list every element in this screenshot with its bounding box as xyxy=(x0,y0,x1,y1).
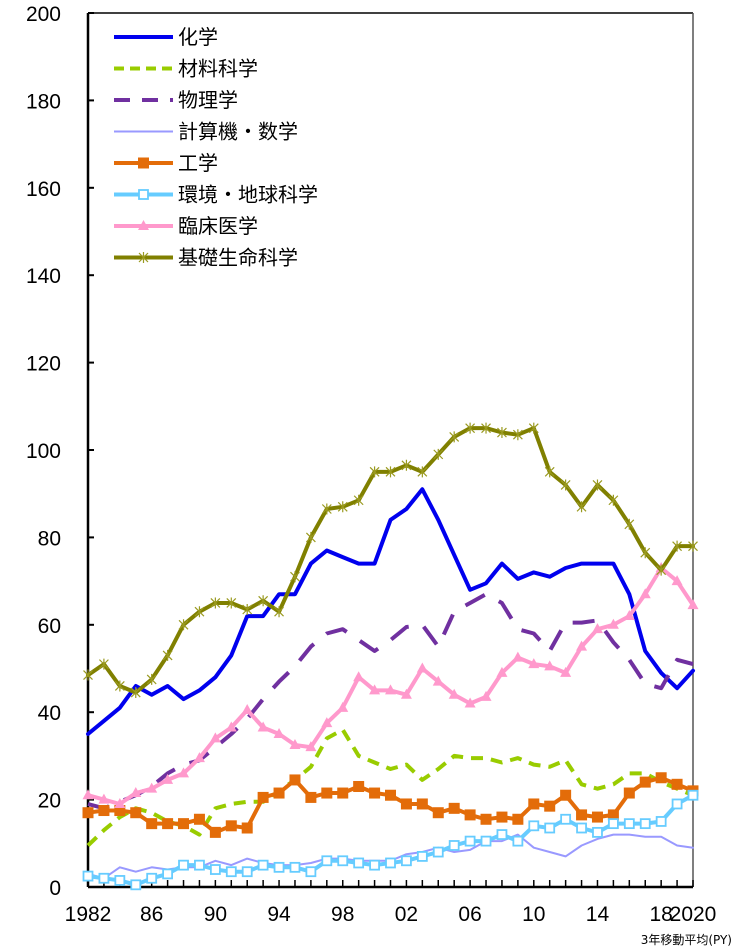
legend-item: 環境・地球科学 xyxy=(114,183,318,207)
series-line xyxy=(83,422,698,699)
x-tick-label: 14 xyxy=(586,903,610,926)
x-tick-label: 02 xyxy=(395,903,418,926)
y-tick-label: 180 xyxy=(26,90,61,113)
legend-label: 環境・地球科学 xyxy=(178,183,318,207)
x-tick-label: 94 xyxy=(267,903,291,926)
legend-label: 臨床医学 xyxy=(178,214,258,238)
x-tick-label: 86 xyxy=(140,903,163,926)
legend-label: 材料科学 xyxy=(178,57,258,81)
y-tick-label: 140 xyxy=(26,265,61,288)
y-axis: 0 20 40 60 80 100 120 140 160 180 200 xyxy=(26,3,94,900)
legend-label: 計算機・数学 xyxy=(178,120,298,144)
x-tick-label: 06 xyxy=(458,903,481,926)
data-series xyxy=(82,422,699,891)
x-tick-label: 18 xyxy=(649,903,672,926)
series-line xyxy=(82,772,699,838)
y-tick-label: 20 xyxy=(38,790,61,813)
y-tick-label: 40 xyxy=(38,702,61,725)
moving-average-note: 3年移動平均(PY) xyxy=(641,933,732,947)
y-tick-label: 120 xyxy=(26,353,61,376)
y-tick-label: 60 xyxy=(38,615,61,638)
legend-item: 計算機・数学 xyxy=(114,120,298,144)
x-tick-label: 90 xyxy=(204,903,227,926)
legend-item: 物理学 xyxy=(114,88,238,112)
series-line xyxy=(86,727,694,847)
x-tick-label: 1982 xyxy=(65,903,112,926)
legend-item: 化学 xyxy=(114,25,218,49)
legend-label: 基礎生命科学 xyxy=(178,246,298,270)
series-line xyxy=(82,789,699,891)
y-tick-label: 160 xyxy=(26,178,61,201)
x-tick-label: 98 xyxy=(331,903,354,926)
legend-item: 工学 xyxy=(114,151,218,175)
y-tick-label: 0 xyxy=(49,877,61,900)
legend-item: 材料科学 xyxy=(114,57,258,81)
x-tick-label: 10 xyxy=(522,903,545,926)
y-tick-label: 200 xyxy=(26,3,61,26)
legend-label: 物理学 xyxy=(178,88,238,112)
series-line xyxy=(86,487,695,736)
y-tick-label: 100 xyxy=(26,440,61,463)
legend-label: 化学 xyxy=(178,25,218,49)
series-line xyxy=(87,592,694,811)
legend-item: 臨床医学 xyxy=(114,214,258,238)
legend-label: 工学 xyxy=(178,151,218,175)
x-tick-label: 2020 xyxy=(670,903,717,926)
series-line xyxy=(82,561,699,808)
plot-area xyxy=(86,12,694,889)
series-line xyxy=(87,833,694,880)
y-tick-label: 80 xyxy=(38,527,61,550)
legend-item: 基礎生命科学 xyxy=(114,246,298,270)
